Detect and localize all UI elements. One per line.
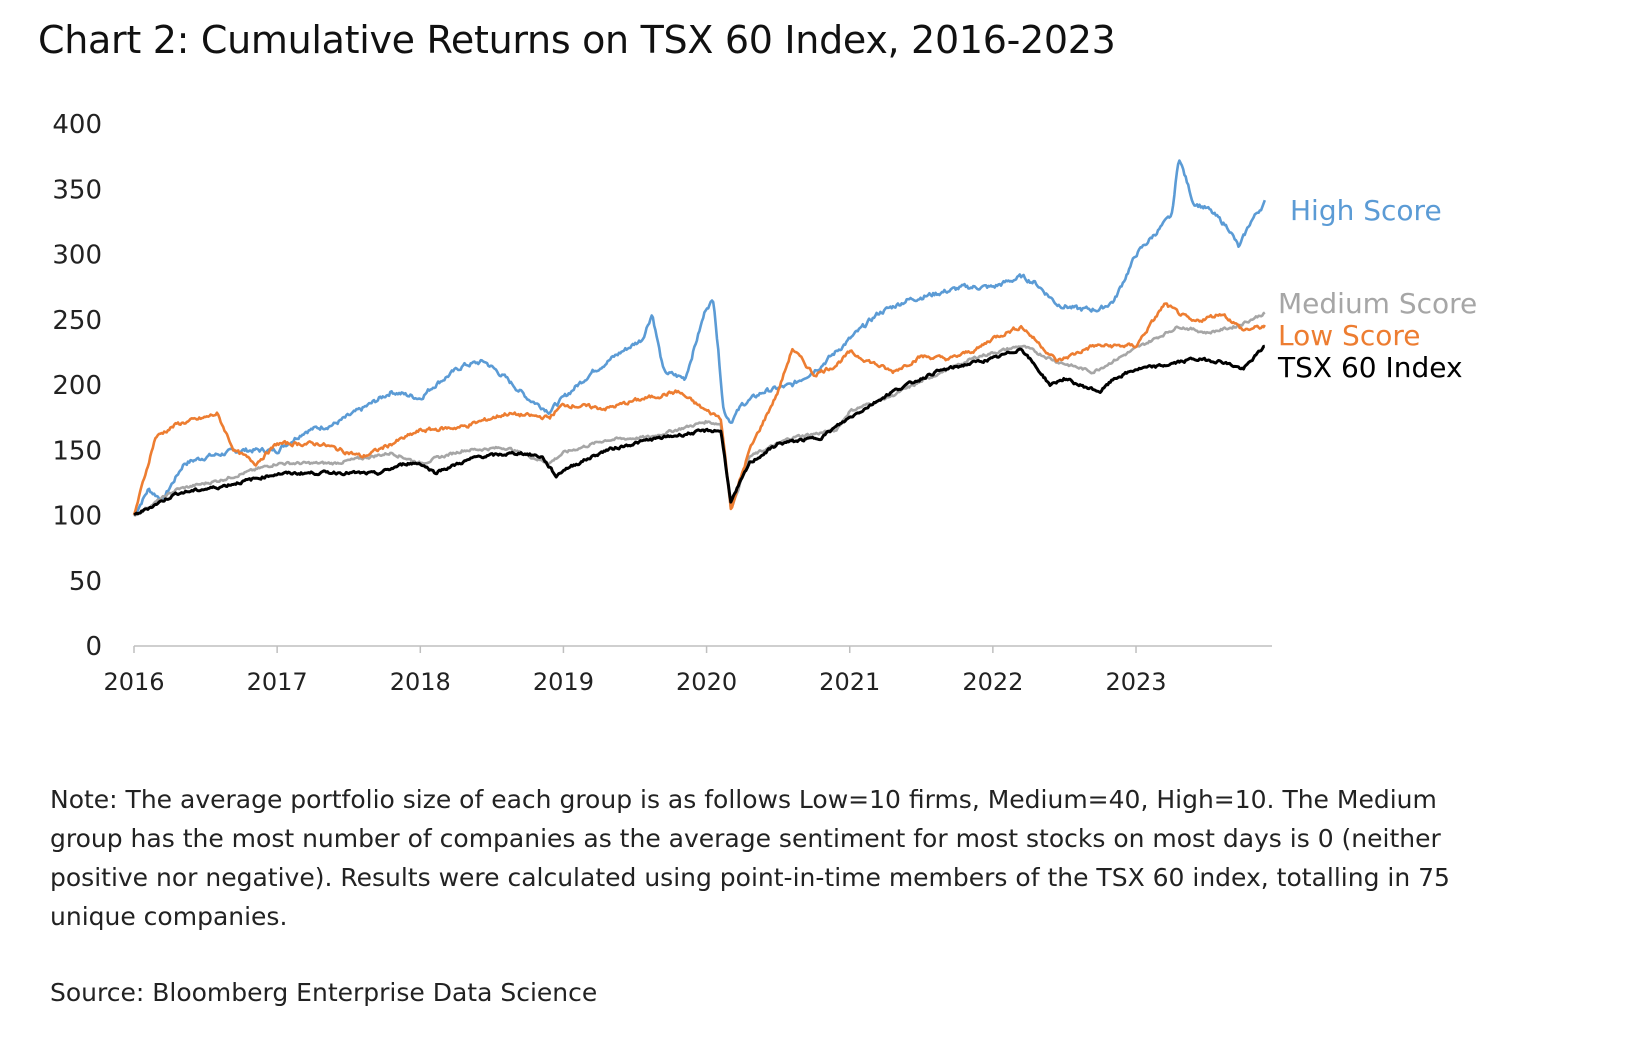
series-label-medium-score: Medium Score [1278, 287, 1477, 320]
x-tick-label: 2018 [390, 668, 451, 696]
chart-source: Source: Bloomberg Enterprise Data Scienc… [50, 978, 598, 1007]
chart-note: Note: The average portfolio size of each… [50, 785, 1450, 931]
series-label-low-score: Low Score [1278, 319, 1420, 352]
series-label-high-score: High Score [1290, 194, 1442, 227]
x-tick-label: 2017 [247, 668, 308, 696]
y-tick-label: 400 [52, 110, 102, 140]
series-line-low-score [132, 302, 1266, 516]
x-tick-label: 2016 [103, 668, 164, 696]
x-tick-label: 2019 [533, 668, 594, 696]
y-axis: 0 50 100 150 200 250 300 350 400 [52, 110, 102, 662]
series-lines [132, 159, 1267, 517]
series-line-tsx-60-index [133, 344, 1266, 516]
series-line-high-score [132, 159, 1267, 517]
y-tick-label: 150 [52, 436, 102, 466]
y-tick-label: 350 [52, 175, 102, 205]
y-tick-label: 200 [52, 371, 102, 401]
x-tick-label: 2020 [676, 668, 737, 696]
y-tick-label: 100 [52, 502, 102, 532]
series-line-medium-score [133, 311, 1266, 517]
series-label-tsx-60-index: TSX 60 Index [1277, 351, 1463, 384]
y-tick-label: 300 [52, 241, 102, 271]
x-axis: 2016 2017 2018 2019 2020 2021 2022 2023 [103, 645, 1272, 696]
y-tick-label: 0 [85, 632, 102, 662]
chart-title: Chart 2: Cumulative Returns on TSX 60 In… [38, 18, 1116, 62]
y-tick-label: 250 [52, 306, 102, 336]
x-tick-label: 2022 [962, 668, 1023, 696]
x-tick-label: 2021 [819, 668, 880, 696]
x-tick-label: 2023 [1105, 668, 1166, 696]
y-tick-label: 50 [69, 567, 102, 597]
